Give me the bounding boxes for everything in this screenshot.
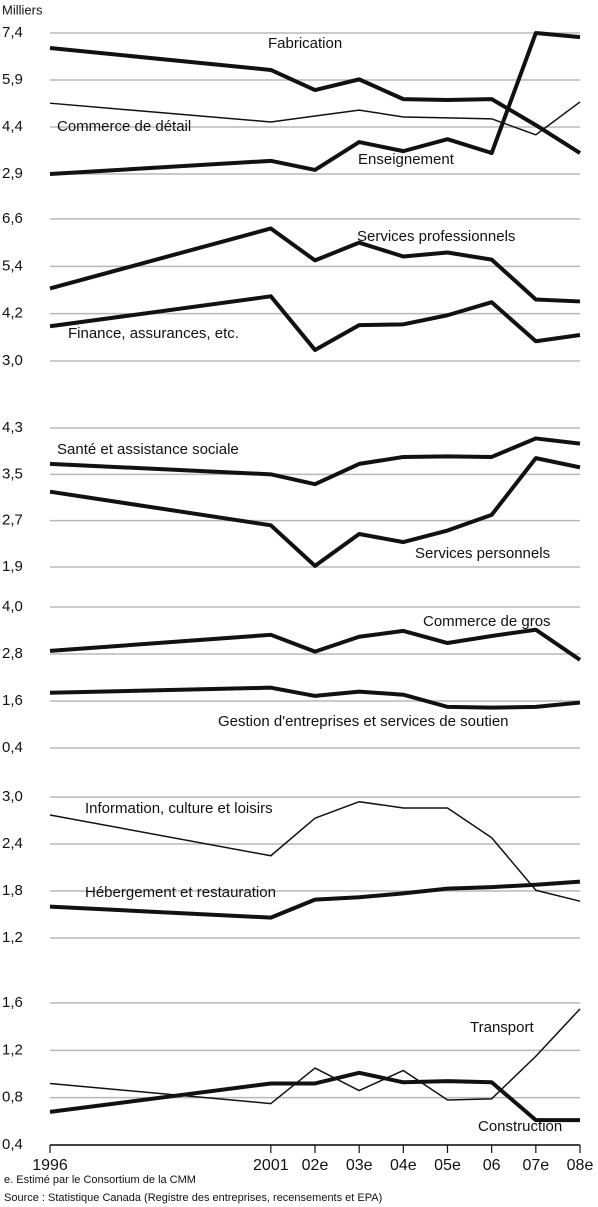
y-tick-label: 1,6 [2, 994, 23, 1011]
x-tick-label: 08e [567, 1157, 594, 1174]
series-line [49, 31, 581, 176]
x-tick-label: 03e [346, 1157, 373, 1174]
series-label: Gestion d'entreprises et services de sou… [218, 713, 509, 730]
y-tick-label: 1,9 [2, 558, 23, 575]
y-tick-label: 1,2 [2, 929, 23, 946]
series-line [49, 226, 581, 304]
y-tick-label: 4,2 [2, 305, 23, 322]
series-line [49, 685, 581, 710]
y-tick-label: 3,0 [2, 788, 23, 805]
series-label: Information, culture et loisirs [85, 800, 273, 817]
y-tick-label: 1,8 [2, 882, 23, 899]
x-tick-label: 05e [434, 1157, 461, 1174]
series-label: Enseignement [358, 151, 455, 168]
series-line [49, 436, 581, 487]
series-line [49, 456, 581, 568]
y-tick-label: 0,4 [2, 739, 23, 756]
series-line [49, 294, 581, 352]
y-tick-label: 5,4 [2, 257, 23, 274]
y-tick-label: 4,3 [2, 419, 23, 436]
x-tick-label: 2001 [253, 1157, 289, 1174]
series-label: Commerce de gros [423, 613, 551, 630]
series-line [49, 800, 581, 902]
y-tick-label: 2,9 [2, 165, 23, 182]
y-tick-label: 6,6 [2, 210, 23, 227]
series-line [49, 1070, 580, 1123]
y-tick-label: 7,4 [2, 24, 23, 41]
series-label: Fabrication [268, 35, 342, 52]
x-tick-label: 04e [390, 1157, 417, 1174]
series-line [49, 627, 582, 662]
series-label: Commerce de détail [57, 118, 191, 135]
series-label: Services professionnels [357, 228, 515, 245]
y-axis-label: Milliers [2, 2, 43, 17]
source-note: Source : Statistique Canada (Registre de… [4, 1192, 382, 1204]
series-label: Hébergement et restauration [85, 884, 276, 901]
series-line [49, 1008, 581, 1105]
y-tick-label: 3,5 [2, 465, 23, 482]
y-tick-label: 0,4 [2, 1136, 23, 1153]
y-tick-label: 2,8 [2, 645, 23, 662]
series-label: Services personnels [415, 545, 550, 562]
series-label: Transport [470, 1019, 534, 1036]
y-tick-label: 2,4 [2, 835, 23, 852]
series-label: Construction [478, 1118, 562, 1135]
x-tick-label: 07e [522, 1157, 549, 1174]
y-tick-label: 2,7 [2, 512, 23, 529]
series-label: Finance, assurances, etc. [68, 325, 239, 342]
y-tick-label: 0,8 [2, 1089, 23, 1106]
x-tick-label: 06 [483, 1157, 501, 1174]
series-line [49, 101, 581, 136]
series-line [49, 46, 582, 155]
footnote: e. Estimé par le Consortium de la CMM [4, 1174, 196, 1186]
x-tick-label: 1996 [32, 1157, 68, 1174]
y-tick-label: 1,6 [2, 692, 23, 709]
y-tick-label: 4,0 [2, 598, 23, 615]
y-tick-label: 3,0 [2, 352, 23, 369]
y-tick-label: 5,9 [2, 71, 23, 88]
series-line [49, 879, 581, 920]
x-tick-label: 02e [302, 1157, 329, 1174]
y-tick-label: 4,4 [2, 118, 23, 135]
series-label: Santé et assistance sociale [57, 441, 239, 458]
y-tick-label: 1,2 [2, 1041, 23, 1058]
